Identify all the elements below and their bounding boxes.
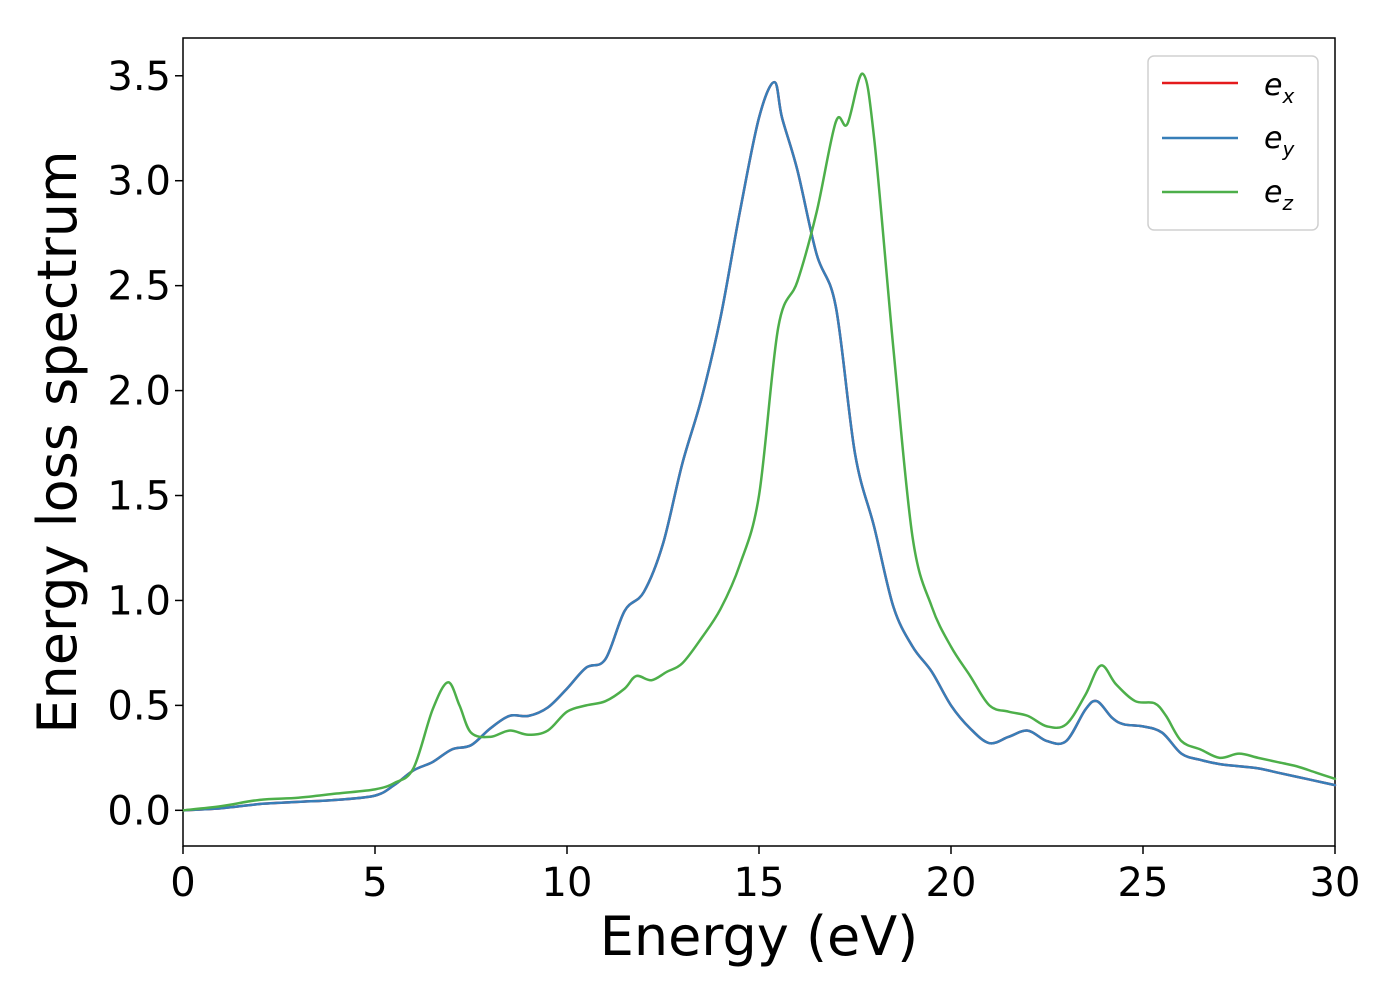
y-tick-label: 0.0 [107, 788, 171, 834]
y-tick-label: 1.5 [107, 474, 171, 520]
legend-entry-ez: ez [1264, 175, 1293, 215]
legend-entry-ez-base: e [1264, 175, 1282, 210]
y-tick-label: 2.0 [107, 369, 171, 415]
x-tick-label: 30 [1310, 860, 1361, 906]
legend-box [1147, 55, 1319, 231]
y-tick-label: 3.0 [107, 159, 171, 205]
x-tick-label: 5 [362, 860, 387, 906]
series-line-ey [181, 80, 1337, 812]
legend-entry-ey-sub: y [1281, 137, 1295, 161]
legend-entry-ey: ey [1264, 121, 1295, 161]
series-layer [181, 72, 1337, 812]
x-axis-label: Energy (eV) [600, 905, 919, 968]
x-tick-label: 0 [170, 860, 195, 906]
y-tick-label: 3.5 [107, 54, 171, 100]
x-tick-label: 20 [926, 860, 977, 906]
legend-entry-ex: ex [1264, 68, 1294, 108]
y-axis-label: Energy loss spectrum [26, 150, 89, 733]
x-tick-label: 10 [542, 860, 593, 906]
series-line-ez [181, 72, 1337, 812]
legend: ex ey ez [1147, 55, 1319, 231]
legend-entry-ez-sub: z [1281, 191, 1293, 215]
y-tick-label: 0.5 [107, 683, 171, 729]
plot-area [182, 37, 1336, 847]
x-axis-ticks: 0 5 10 15 20 25 30 [170, 846, 1360, 906]
y-axis-ticks: 0.0 0.5 1.0 1.5 2.0 2.5 3.0 3.5 [107, 54, 183, 834]
legend-entry-ey-base: e [1264, 121, 1282, 156]
y-tick-label: 2.5 [107, 264, 171, 310]
legend-entry-ex-sub: x [1281, 84, 1294, 108]
x-tick-label: 25 [1118, 860, 1169, 906]
x-tick-label: 15 [734, 860, 785, 906]
legend-entry-ex-base: e [1264, 68, 1282, 103]
y-tick-label: 1.0 [107, 578, 171, 624]
